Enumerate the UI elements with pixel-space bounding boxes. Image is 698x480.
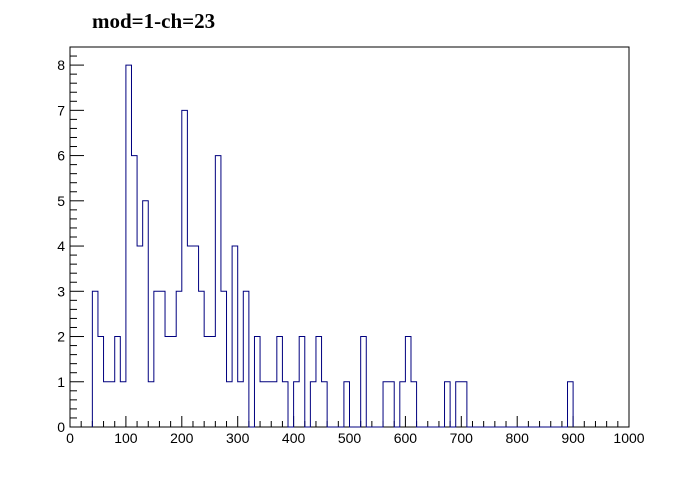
x-tick-label: 1000 xyxy=(613,430,644,446)
x-tick-label: 100 xyxy=(114,430,138,446)
histogram-bin xyxy=(227,382,233,427)
histogram-bin xyxy=(165,337,171,427)
x-tick-label: 700 xyxy=(450,430,474,446)
histogram-outline xyxy=(91,64,574,428)
histogram-bin xyxy=(238,382,244,427)
histogram-bin xyxy=(159,291,165,427)
histogram-bin xyxy=(104,382,110,427)
histogram-bins xyxy=(92,65,573,427)
histogram-bin xyxy=(176,291,182,427)
histogram-bin xyxy=(137,246,143,427)
y-tick-label: 4 xyxy=(57,238,65,254)
histogram-bin xyxy=(182,110,188,427)
histogram-bin xyxy=(294,382,300,427)
histogram-bin xyxy=(322,382,328,427)
histogram-bin xyxy=(131,156,137,427)
y-tick-label: 5 xyxy=(57,193,65,209)
histogram-bin xyxy=(316,337,322,427)
histogram-bin xyxy=(310,382,316,427)
histogram-bin xyxy=(187,246,193,427)
histogram-bin xyxy=(148,382,154,427)
y-tick-label: 6 xyxy=(57,148,65,164)
histogram-bin xyxy=(232,246,238,427)
histogram-bin xyxy=(405,337,411,427)
chart-title: mod=1-ch=23 xyxy=(92,9,216,33)
histogram-bin xyxy=(109,382,115,427)
histogram-bin xyxy=(400,382,406,427)
histogram-bin xyxy=(98,337,104,427)
histogram-bin xyxy=(126,65,132,427)
histogram-bin xyxy=(254,337,260,427)
histogram-bin xyxy=(456,382,462,427)
x-axis: 0 100 200 300 400 500 600 700 800 900 1000 xyxy=(66,416,645,446)
histogram-bin xyxy=(411,382,417,427)
histogram-bin xyxy=(193,246,199,427)
histogram-bin xyxy=(143,201,149,427)
y-axis: 0 1 2 3 4 5 6 7 8 xyxy=(57,46,84,435)
histogram-bin xyxy=(171,337,177,427)
x-tick-label: 900 xyxy=(561,430,585,446)
histogram-bin xyxy=(445,382,451,427)
x-tick-label: 500 xyxy=(338,430,362,446)
histogram-bin xyxy=(115,337,121,427)
histogram-bin xyxy=(383,382,389,427)
histogram-bin xyxy=(361,337,367,427)
histogram-bin xyxy=(282,382,288,427)
histogram-bin xyxy=(260,382,266,427)
histogram-bin xyxy=(277,337,283,427)
histogram-bin xyxy=(199,291,205,427)
x-tick-label: 400 xyxy=(282,430,306,446)
x-tick-label: 0 xyxy=(66,430,74,446)
histogram-bin xyxy=(271,382,277,427)
histogram-bin xyxy=(243,291,249,427)
x-tick-label: 800 xyxy=(506,430,530,446)
histogram-bin xyxy=(204,337,210,427)
histogram-bin xyxy=(215,156,221,427)
histogram-bin xyxy=(344,382,350,427)
x-tick-label: 300 xyxy=(226,430,250,446)
y-tick-label: 1 xyxy=(57,374,65,390)
x-tick-label: 600 xyxy=(394,430,418,446)
y-tick-label: 8 xyxy=(57,57,65,73)
y-tick-label: 7 xyxy=(57,102,65,118)
histogram-bin xyxy=(120,382,126,427)
y-tick-label: 2 xyxy=(57,329,65,345)
y-tick-label: 3 xyxy=(57,283,65,299)
histogram-bin xyxy=(154,291,160,427)
y-tick-label: 0 xyxy=(57,419,65,435)
histogram-bin xyxy=(568,382,574,427)
histogram-bin xyxy=(299,337,305,427)
histogram-bin xyxy=(210,337,216,427)
histogram-bin xyxy=(92,291,98,427)
x-tick-label: 200 xyxy=(170,430,194,446)
histogram-bin xyxy=(389,382,395,427)
histogram-bin xyxy=(221,291,227,427)
histogram-bin xyxy=(266,382,272,427)
histogram-bin xyxy=(461,382,467,427)
